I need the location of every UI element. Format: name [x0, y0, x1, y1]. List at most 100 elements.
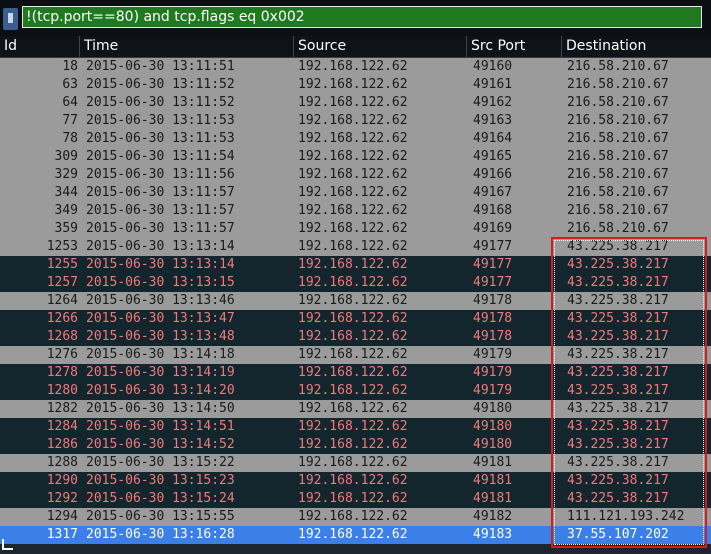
cell-destination: 216.58.210.67 [567, 149, 669, 164]
packet-row[interactable]: 329 2015-06-30 13:11:56 192.168.122.62 4916… [0, 166, 711, 184]
cell-source: 192.168.122.62 [298, 203, 408, 218]
cell-id: 329 [54, 167, 78, 182]
column-header-src-port[interactable]: Src Port [467, 36, 562, 57]
column-header-id[interactable]: Id [0, 36, 80, 57]
cell-source: 192.168.122.62 [298, 473, 408, 488]
cell-time: 2015-06-30 13:11:57 [86, 185, 235, 200]
cell-src-port: 49177 [473, 275, 513, 290]
cell-src-port: 49177 [473, 239, 513, 254]
cell-src-port: 49182 [473, 509, 513, 524]
packet-row[interactable]: 1284 2015-06-30 13:14:51 192.168.122.62 491… [0, 418, 711, 436]
packet-row[interactable]: 1290 2015-06-30 13:15:23 192.168.122.62 491… [0, 472, 711, 490]
cell-source: 192.168.122.62 [298, 221, 408, 236]
cell-source: 192.168.122.62 [298, 383, 408, 398]
cell-time: 2015-06-30 13:11:53 [86, 131, 235, 146]
cell-source: 192.168.122.62 [298, 239, 408, 254]
cell-time: 2015-06-30 13:13:14 [86, 257, 235, 272]
cell-destination: 216.58.210.67 [567, 59, 669, 74]
cell-src-port: 49169 [473, 221, 513, 236]
cell-time: 2015-06-30 13:13:48 [86, 329, 235, 344]
packet-row[interactable]: 1276 2015-06-30 13:14:18 192.168.122.62 491… [0, 346, 711, 364]
cell-source: 192.168.122.62 [298, 257, 408, 272]
cell-id: 64 [62, 95, 78, 110]
cell-destination: 43.225.38.217 [567, 401, 669, 416]
cell-id: 77 [62, 113, 78, 128]
cell-id: 1317 [46, 527, 78, 542]
cell-source: 192.168.122.62 [298, 113, 408, 128]
cell-src-port: 49180 [473, 419, 513, 434]
packet-row[interactable]: 1282 2015-06-30 13:14:50 192.168.122.62 491… [0, 400, 711, 418]
cell-destination: 43.225.38.217 [567, 257, 669, 272]
bookmark-icon[interactable] [3, 8, 18, 30]
packet-row[interactable]: 63 2015-06-30 13:11:52 192.168.122.62 49161… [0, 76, 711, 94]
packet-row[interactable]: 1266 2015-06-30 13:13:47 192.168.122.62 491… [0, 310, 711, 328]
column-header-destination[interactable]: Destination [566, 38, 647, 54]
cell-time: 2015-06-30 13:14:18 [86, 347, 235, 362]
packet-row[interactable]: 77 2015-06-30 13:11:53 192.168.122.62 49163… [0, 112, 711, 130]
packet-row[interactable]: 78 2015-06-30 13:11:53 192.168.122.62 49164… [0, 130, 711, 148]
cell-destination: 43.225.38.217 [567, 383, 669, 398]
packet-row[interactable]: 359 2015-06-30 13:11:57 192.168.122.62 4916… [0, 220, 711, 238]
packet-row[interactable]: 1294 2015-06-30 13:15:55 192.168.122.62 491… [0, 508, 711, 526]
column-header-source[interactable]: Source [294, 36, 467, 57]
cell-destination: 43.225.38.217 [567, 293, 669, 308]
cell-time: 2015-06-30 13:14:52 [86, 437, 235, 452]
cell-destination: 216.58.210.67 [567, 113, 669, 128]
cell-id: 1282 [46, 401, 78, 416]
cell-src-port: 49177 [473, 257, 513, 272]
packet-row[interactable]: 1288 2015-06-30 13:15:22 192.168.122.62 491… [0, 454, 711, 472]
cell-destination: 216.58.210.67 [567, 221, 669, 236]
cell-source: 192.168.122.62 [298, 293, 408, 308]
packet-row[interactable]: 1253 2015-06-30 13:13:14 192.168.122.62 491… [0, 238, 711, 256]
display-filter-input[interactable]: !(tcp.port==80) and tcp.flags eq 0x002 [22, 6, 702, 28]
cell-destination: 43.225.38.217 [567, 239, 669, 254]
packet-row[interactable]: 64 2015-06-30 13:11:52 192.168.122.62 49162… [0, 94, 711, 112]
packet-row[interactable]: 18 2015-06-30 13:11:51 192.168.122.62 49160… [0, 58, 711, 76]
cell-id: 344 [54, 185, 78, 200]
cell-time: 2015-06-30 13:16:28 [86, 527, 235, 542]
cell-source: 192.168.122.62 [298, 185, 408, 200]
packet-row[interactable]: 1278 2015-06-30 13:14:19 192.168.122.62 491… [0, 364, 711, 382]
packet-row[interactable]: 309 2015-06-30 13:11:54 192.168.122.62 4916… [0, 148, 711, 166]
packet-row[interactable]: 1257 2015-06-30 13:13:15 192.168.122.62 491… [0, 274, 711, 292]
cell-src-port: 49178 [473, 329, 513, 344]
packet-row[interactable]: 349 2015-06-30 13:11:57 192.168.122.62 4916… [0, 202, 711, 220]
cell-time: 2015-06-30 13:14:19 [86, 365, 235, 380]
cell-id: 18 [62, 59, 78, 74]
packet-row[interactable]: 1280 2015-06-30 13:14:20 192.168.122.62 491… [0, 382, 711, 400]
cell-src-port: 49168 [473, 203, 513, 218]
packet-row[interactable]: 1292 2015-06-30 13:15:24 192.168.122.62 491… [0, 490, 711, 508]
cell-source: 192.168.122.62 [298, 77, 408, 92]
cell-time: 2015-06-30 13:15:24 [86, 491, 235, 506]
cell-source: 192.168.122.62 [298, 491, 408, 506]
cell-id: 1288 [46, 455, 78, 470]
cell-source: 192.168.122.62 [298, 401, 408, 416]
cell-source: 192.168.122.62 [298, 329, 408, 344]
packet-row[interactable]: 1268 2015-06-30 13:13:48 192.168.122.62 491… [0, 328, 711, 346]
packet-row[interactable]: 1286 2015-06-30 13:14:52 192.168.122.62 491… [0, 436, 711, 454]
cell-id: 1255 [46, 257, 78, 272]
column-header-time[interactable]: Time [80, 36, 294, 57]
packet-row[interactable]: 1255 2015-06-30 13:13:14 192.168.122.62 491… [0, 256, 711, 274]
cell-source: 192.168.122.62 [298, 167, 408, 182]
cell-time: 2015-06-30 13:13:46 [86, 293, 235, 308]
cell-time: 2015-06-30 13:15:22 [86, 455, 235, 470]
cell-source: 192.168.122.62 [298, 131, 408, 146]
cell-id: 1278 [46, 365, 78, 380]
cell-src-port: 49165 [473, 149, 513, 164]
cell-destination: 43.225.38.217 [567, 275, 669, 290]
packet-row[interactable]: 1264 2015-06-30 13:13:46 192.168.122.62 491… [0, 292, 711, 310]
cell-time: 2015-06-30 13:15:55 [86, 509, 235, 524]
cell-id: 1280 [46, 383, 78, 398]
cell-src-port: 49162 [473, 95, 513, 110]
cell-id: 1294 [46, 509, 78, 524]
cell-source: 192.168.122.62 [298, 509, 408, 524]
cell-id: 1276 [46, 347, 78, 362]
cell-src-port: 49163 [473, 113, 513, 128]
packet-row[interactable]: 344 2015-06-30 13:11:57 192.168.122.62 4916… [0, 184, 711, 202]
cell-id: 349 [54, 203, 78, 218]
cell-src-port: 49178 [473, 293, 513, 308]
cell-destination: 216.58.210.67 [567, 203, 669, 218]
cell-src-port: 49166 [473, 167, 513, 182]
packet-row-selected[interactable]: 1317 2015-06-30 13:16:28 192.168.122.62 491… [0, 526, 711, 544]
